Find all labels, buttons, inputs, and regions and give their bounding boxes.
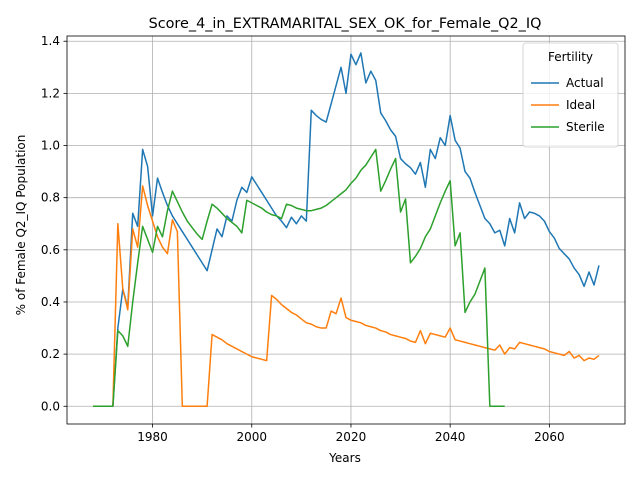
x-tick-label: 2020 [336, 430, 367, 444]
y-tick-label: 0.0 [41, 399, 60, 413]
series-line-sterile [93, 148, 505, 408]
x-tick-label: 2040 [435, 430, 466, 444]
y-tick-label: 1.2 [41, 86, 60, 100]
x-axis-label: Years [328, 451, 361, 465]
legend-label-sterile: Sterile [566, 120, 605, 134]
plot-frame [66, 35, 626, 425]
legend: Fertility Actual Ideal Sterile [522, 42, 619, 148]
legend-box [522, 42, 619, 148]
y-axis-label: % of Female Q2_IQ Population [14, 135, 28, 316]
y-tick-label: 1.0 [41, 139, 60, 153]
y-tick-label: 0.6 [41, 243, 60, 257]
y-tick-label: 1.4 [41, 34, 60, 48]
chart-title: Score_4_in_EXTRAMARITAL_SEX_OK_for_Femal… [149, 16, 542, 32]
legend-label-ideal: Ideal [566, 98, 595, 112]
x-tick-label: 1980 [137, 430, 168, 444]
y-tick-label: 0.8 [41, 191, 60, 205]
y-tick-label: 0.4 [41, 295, 60, 309]
y-tick-label: 0.2 [41, 347, 60, 361]
legend-label-actual: Actual [566, 76, 604, 90]
series-line-ideal [93, 185, 600, 408]
legend-title: Fertility [548, 50, 593, 64]
x-tick-label: 2060 [534, 430, 565, 444]
series-line-actual [93, 52, 600, 408]
x-tick-label: 2000 [236, 430, 267, 444]
